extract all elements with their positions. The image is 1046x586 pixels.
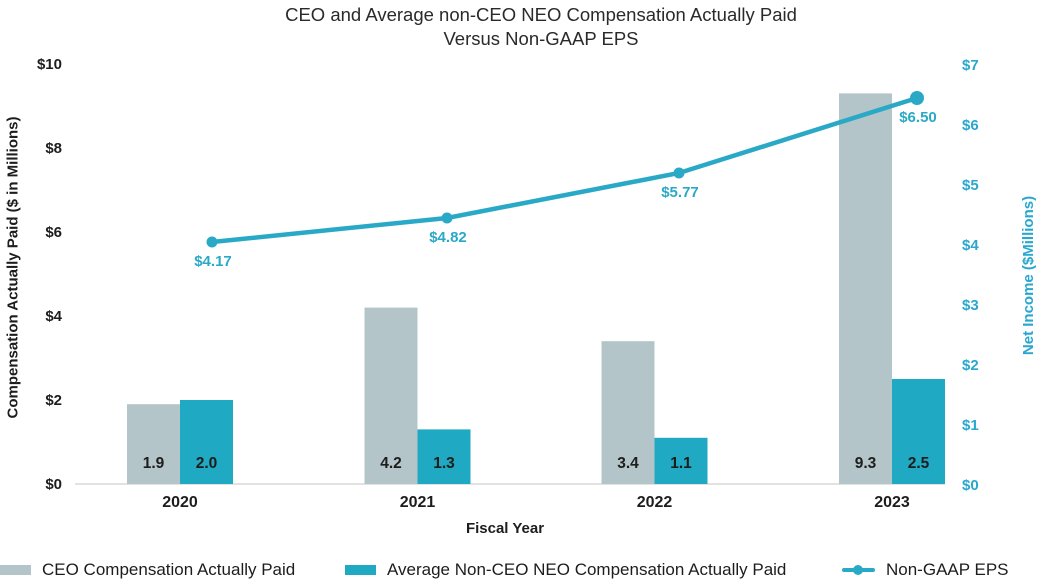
svg-text:$6: $6	[962, 117, 979, 134]
svg-text:2022: 2022	[637, 494, 673, 511]
chart-title-line2: Versus Non-GAAP EPS	[443, 28, 639, 49]
legend-label: CEO Compensation Actually Paid	[42, 560, 296, 579]
svg-text:$2: $2	[45, 392, 62, 409]
svg-text:$6: $6	[45, 224, 62, 241]
svg-text:$3: $3	[962, 297, 979, 314]
svg-text:1.9: 1.9	[143, 455, 165, 472]
svg-text:2020: 2020	[162, 494, 198, 511]
svg-text:$4.82: $4.82	[429, 229, 467, 246]
gray-bar-swatch-icon	[0, 565, 31, 575]
legend-label: Average Non-CEO NEO Compensation Actuall…	[387, 560, 787, 579]
svg-text:$2: $2	[962, 357, 979, 374]
svg-text:$8: $8	[45, 140, 62, 157]
svg-text:$4.17: $4.17	[194, 253, 232, 270]
chart-title: CEO and Average non-CEO NEO Compensation…	[0, 3, 1046, 51]
svg-text:3.4: 3.4	[617, 455, 639, 472]
svg-text:$10: $10	[37, 56, 62, 73]
svg-text:$7: $7	[962, 57, 979, 74]
chart-legend: CEO Compensation Actually Paid Average N…	[0, 558, 1046, 582]
svg-text:$4: $4	[45, 308, 62, 325]
svg-text:$1: $1	[962, 417, 979, 434]
teal-bar-swatch-icon	[345, 565, 376, 575]
legend-item-nonceo-compensation: Average Non-CEO NEO Compensation Actuall…	[345, 558, 786, 582]
legend-item-nongaap-eps: Non-GAAP EPS	[842, 558, 1009, 582]
svg-text:9.3: 9.3	[855, 455, 877, 472]
svg-text:$0: $0	[962, 477, 979, 494]
svg-text:$5.77: $5.77	[661, 184, 699, 201]
legend-item-ceo-compensation: CEO Compensation Actually Paid	[0, 558, 295, 582]
svg-text:2.5: 2.5	[908, 455, 930, 472]
svg-text:$6.50: $6.50	[899, 109, 937, 126]
svg-text:2.0: 2.0	[196, 455, 218, 472]
svg-text:$4: $4	[962, 237, 979, 254]
svg-text:2023: 2023	[874, 494, 910, 511]
svg-text:$5: $5	[962, 177, 979, 194]
chart-title-line1: CEO and Average non-CEO NEO Compensation…	[285, 4, 797, 25]
line-marker-icon	[842, 564, 875, 576]
svg-text:Fiscal Year: Fiscal Year	[466, 520, 544, 537]
svg-text:4.2: 4.2	[380, 455, 402, 472]
legend-label: Non-GAAP EPS	[886, 560, 1009, 579]
svg-text:1.1: 1.1	[670, 455, 692, 472]
svg-text:2021: 2021	[400, 494, 436, 511]
svg-text:$0: $0	[45, 476, 62, 493]
svg-text:1.3: 1.3	[433, 455, 455, 472]
